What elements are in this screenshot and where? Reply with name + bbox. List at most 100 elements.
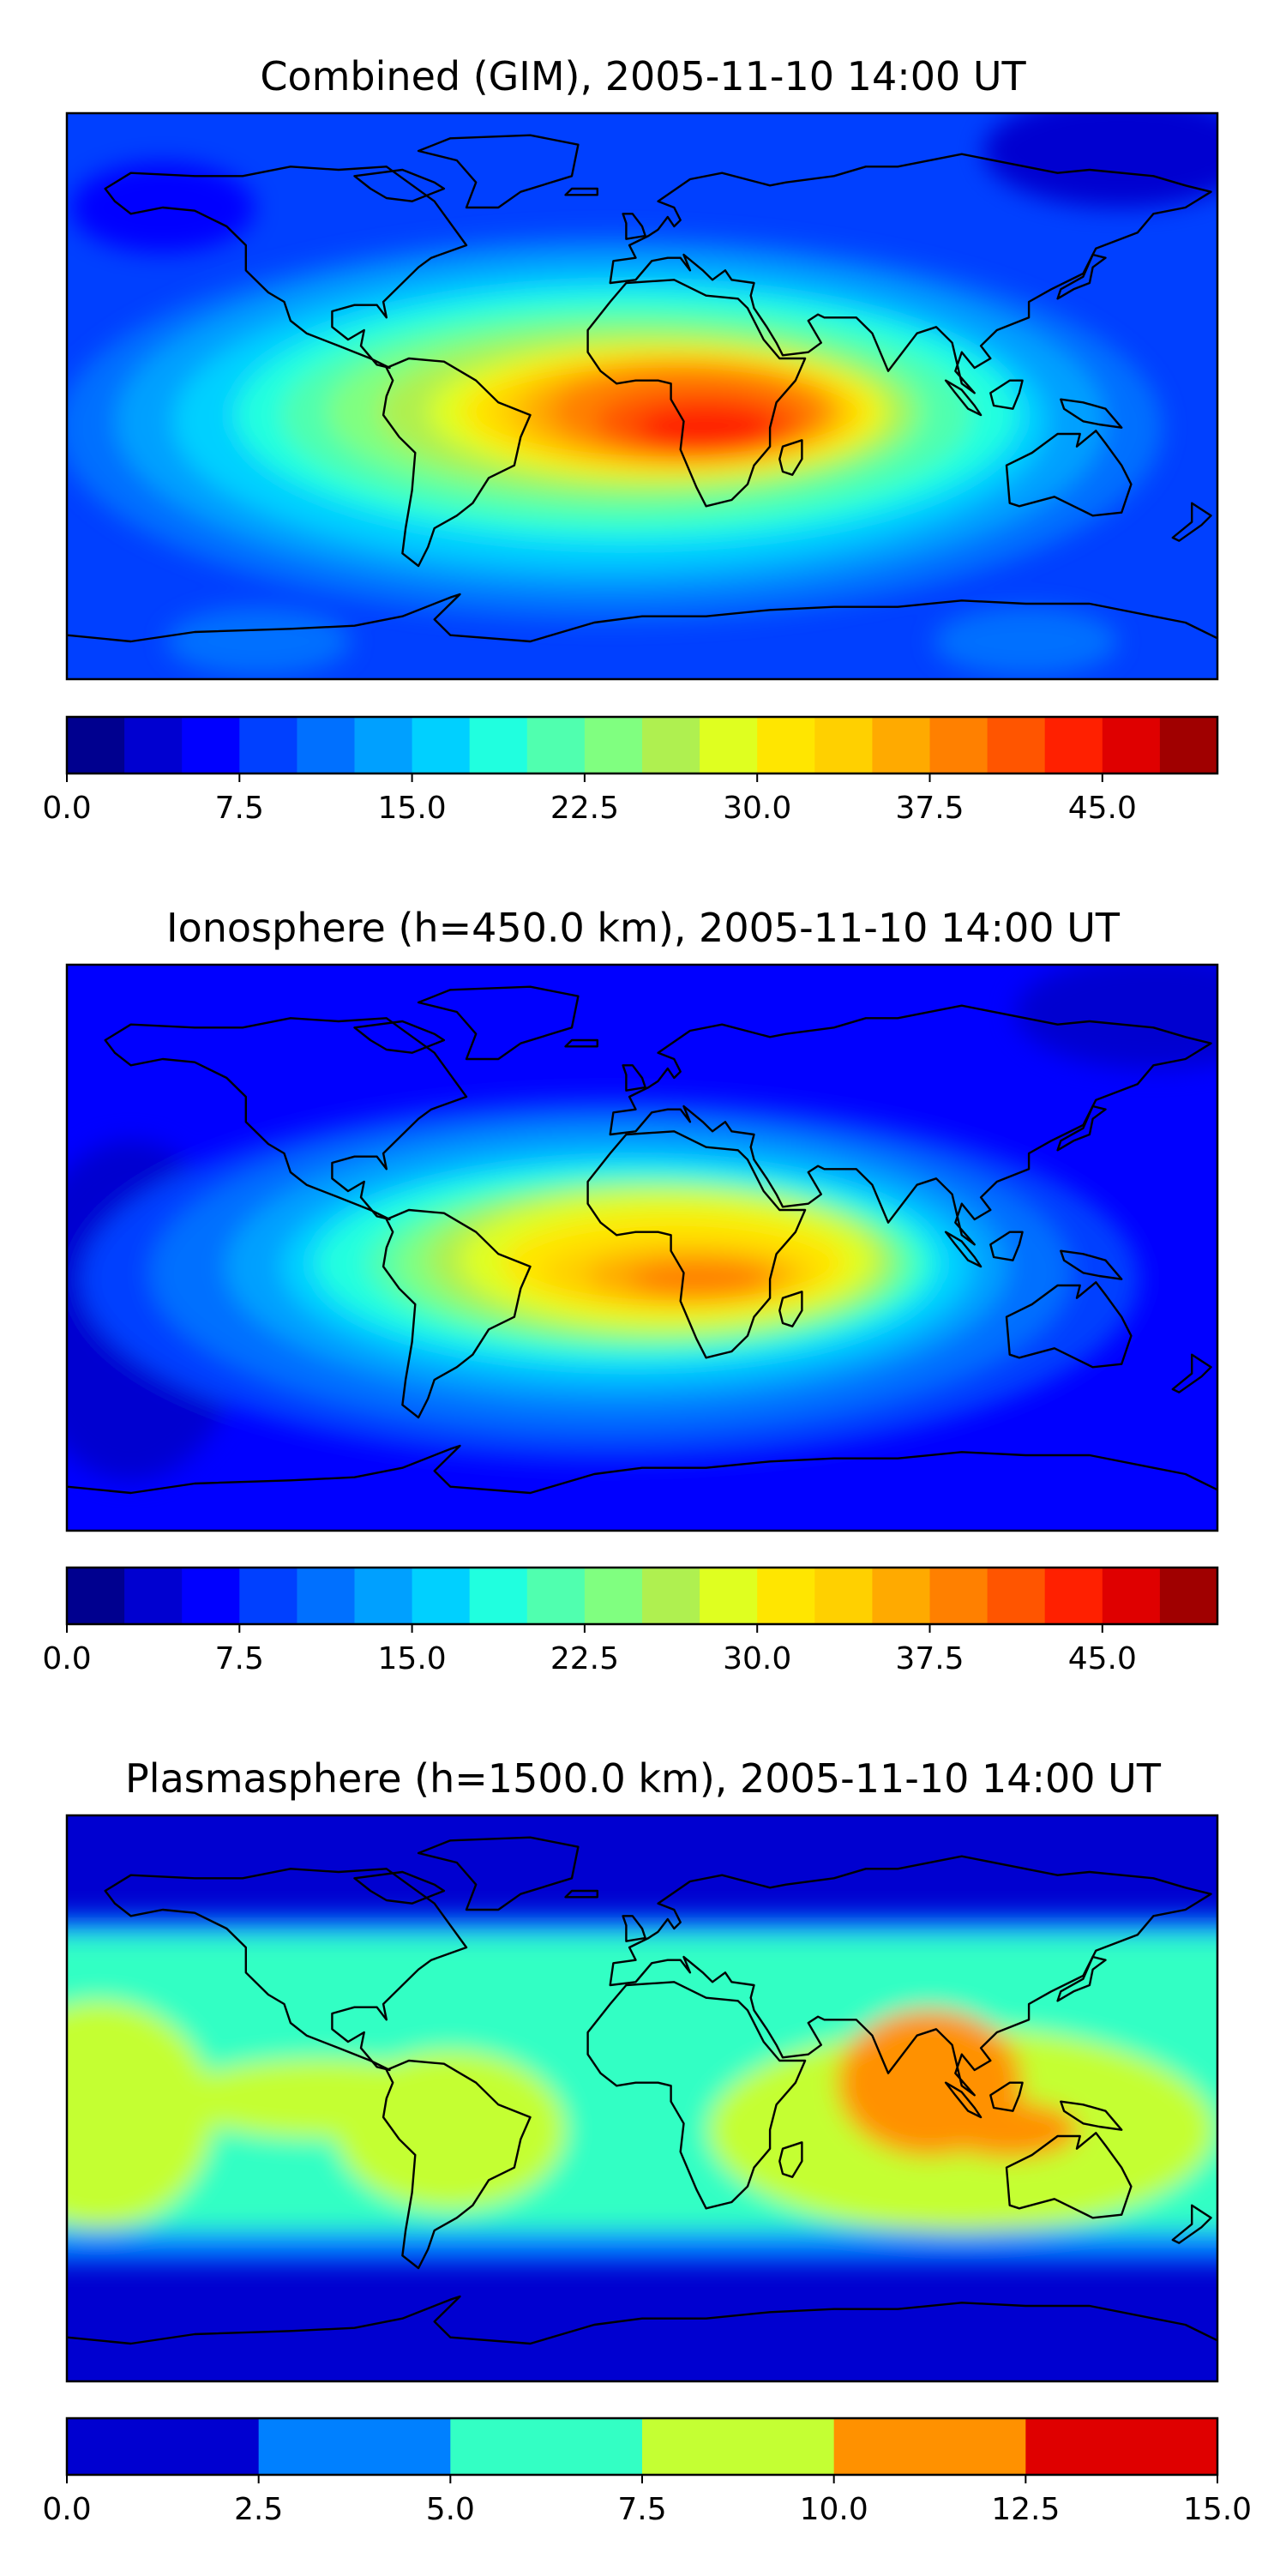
coastline-north-america bbox=[104, 1868, 468, 2072]
colorbar-segment-6 bbox=[412, 1568, 471, 1624]
colorbar-tick-label: 7.5 bbox=[617, 2492, 666, 2527]
colorbar-segment-0 bbox=[67, 1568, 125, 1624]
colorbar-segment-14 bbox=[872, 717, 931, 773]
colorbar-segment-18 bbox=[1102, 717, 1161, 773]
colorbar-segment-5 bbox=[354, 1568, 413, 1624]
coastline-africa bbox=[586, 279, 807, 508]
coastline-north-america bbox=[104, 166, 468, 370]
coastline-borneo bbox=[989, 2081, 1024, 2112]
coastline-antarctica bbox=[67, 2295, 1217, 2345]
colorbar-segment-8 bbox=[526, 1568, 586, 1624]
coastlines bbox=[67, 985, 1217, 1495]
contour-region-0 bbox=[67, 2001, 214, 2228]
coastline-baffin bbox=[353, 1870, 446, 1905]
colorbar-segment-11 bbox=[700, 717, 758, 773]
contour-region-2 bbox=[166, 607, 352, 676]
colorbar-tick-label: 7.5 bbox=[215, 1641, 264, 1676]
coastline-baffin bbox=[353, 1020, 446, 1054]
panel-combined: Combined (GIM), 2005-11-10 14:00 UT 0.0 7… bbox=[42, 53, 1219, 826]
coastline-new-guinea bbox=[1060, 2100, 1123, 2131]
colorbar-segment-13 bbox=[814, 1568, 873, 1624]
colorbar-segment-4 bbox=[297, 1568, 356, 1624]
colorbar-segment-2 bbox=[450, 2418, 643, 2475]
panel-1-colorbar: 0.0 7.5 15.0 22.5 30.0 37.5 45.0 bbox=[42, 715, 1219, 826]
colorbar-tick-label: 45.0 bbox=[1068, 791, 1137, 826]
colorbar-segment-10 bbox=[642, 1568, 700, 1624]
contour-region-2 bbox=[335, 2050, 566, 2210]
panel-1-map bbox=[65, 111, 1219, 681]
coastline-japan bbox=[1056, 1104, 1107, 1152]
coastline-antarctica bbox=[67, 593, 1217, 643]
map-frame bbox=[65, 111, 1219, 681]
colorbar-segment-18 bbox=[1102, 1568, 1161, 1624]
colorbar-segment-12 bbox=[757, 1568, 815, 1624]
coastline-greenland bbox=[417, 985, 580, 1061]
coastline-south-america bbox=[382, 1208, 532, 1419]
colorbar-segment-3 bbox=[239, 717, 297, 773]
colorbar-tick-label: 0.0 bbox=[42, 791, 91, 826]
coastline-africa bbox=[586, 1981, 807, 2210]
colorbar-segment-5 bbox=[354, 717, 413, 773]
colorbar-tick-label: 2.5 bbox=[234, 2492, 283, 2527]
contour-region-3 bbox=[933, 607, 1118, 676]
coastline-eurasia bbox=[609, 1855, 1212, 2097]
field-layer bbox=[67, 113, 1217, 679]
colorbar-segment-3 bbox=[642, 2418, 835, 2475]
colorbar-segment-9 bbox=[584, 1568, 643, 1624]
colorbar-segment-1 bbox=[124, 717, 183, 773]
field-layer bbox=[67, 965, 1217, 1531]
coastline-antarctica bbox=[67, 1444, 1217, 1495]
colorbar-tick-label: 7.5 bbox=[215, 791, 264, 826]
colorbar-segment-3 bbox=[239, 1568, 297, 1624]
coastline-australia bbox=[1005, 430, 1133, 517]
colorbar-segment-15 bbox=[929, 717, 989, 773]
coastline-greenland bbox=[417, 1836, 580, 1911]
coastline-south-america bbox=[382, 2059, 532, 2270]
panel-1-title: Combined (GIM), 2005-11-10 14:00 UT bbox=[260, 53, 1026, 99]
colorbar-tick-label: 30.0 bbox=[723, 791, 791, 826]
coastline-new-guinea bbox=[1060, 398, 1123, 429]
colorbar-segment-14 bbox=[872, 1568, 931, 1624]
colorbar-tick-label: 5.0 bbox=[426, 2492, 475, 2527]
panel-2-title: Ionosphere (h=450.0 km), 2005-11-10 14:0… bbox=[166, 905, 1121, 951]
colorbar-tick-label: 0.0 bbox=[42, 2492, 91, 2527]
coastline-sumatra bbox=[944, 379, 983, 417]
colorbar-tick-label: 15.0 bbox=[378, 791, 447, 826]
colorbar-tick-label: 30.0 bbox=[723, 1641, 791, 1676]
colorbar-segment-19 bbox=[1159, 1568, 1218, 1624]
coastline-new-guinea bbox=[1060, 1249, 1123, 1280]
coastlines bbox=[67, 1836, 1217, 2345]
colorbar-segment-1 bbox=[124, 1568, 183, 1624]
panel-3-colorbar: 0.0 2.5 5.0 7.5 10.0 12.5 15.0 bbox=[42, 2417, 1252, 2527]
coastline-uk bbox=[622, 1915, 646, 1942]
colorbar-tick-label: 22.5 bbox=[550, 791, 619, 826]
coastline-iceland bbox=[564, 1889, 598, 1899]
colorbar-tick-label: 10.0 bbox=[800, 2492, 868, 2527]
coastline-south-america bbox=[382, 357, 532, 568]
coastline-greenland bbox=[417, 134, 580, 209]
coastlines bbox=[67, 134, 1217, 643]
colorbar-segment-2 bbox=[182, 717, 240, 773]
colorbar-segment-1 bbox=[258, 2418, 451, 2475]
colorbar-tick-label: 37.5 bbox=[895, 1641, 964, 1676]
colorbar-segment-9 bbox=[584, 717, 643, 773]
colorbar-frame bbox=[65, 1566, 1219, 1626]
coastline-new-zealand bbox=[1171, 1353, 1212, 1393]
panel-plasmasphere: Plasmasphere (h=1500.0 km), 2005-11-10 1… bbox=[42, 1755, 1252, 2527]
colorbar-tick-label: 37.5 bbox=[895, 791, 964, 826]
coastline-north-america bbox=[104, 1017, 468, 1221]
colorbar-segment-8 bbox=[526, 717, 586, 773]
coastline-madagascar bbox=[778, 2141, 803, 2178]
colorbar-segment-15 bbox=[929, 1568, 989, 1624]
colorbar-segment-17 bbox=[1044, 717, 1103, 773]
contour-region-14 bbox=[630, 1261, 769, 1297]
colorbar-tick-label: 0.0 bbox=[42, 1641, 91, 1676]
colorbar-tick-label: 12.5 bbox=[991, 2492, 1060, 2527]
colorbar-segment-16 bbox=[987, 717, 1046, 773]
contour-region-0 bbox=[1015, 965, 1217, 1068]
contour-region-0 bbox=[983, 113, 1217, 208]
coastline-sumatra bbox=[944, 1231, 983, 1268]
coastline-iceland bbox=[564, 1038, 598, 1048]
colorbar-segment-4 bbox=[297, 717, 356, 773]
colorbar-segment-0 bbox=[67, 2418, 260, 2475]
